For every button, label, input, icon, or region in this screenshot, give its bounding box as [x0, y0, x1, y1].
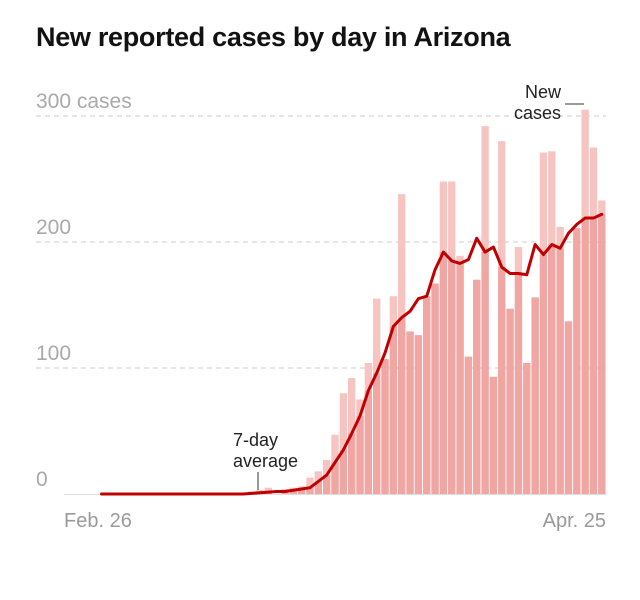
average-bar: [381, 359, 389, 494]
average-bar: [498, 267, 506, 494]
average-bar: [514, 273, 523, 494]
average-label-line2: average: [233, 451, 298, 471]
average-bar: [289, 490, 297, 494]
average-bar: [464, 356, 473, 494]
new-cases-label-line2: cases: [514, 103, 561, 123]
x-tick-label-start: Feb. 26: [64, 510, 132, 532]
average-bar: [539, 254, 548, 494]
average-bar: [314, 481, 322, 494]
average-bar: [356, 415, 364, 494]
average-bar: [389, 326, 398, 494]
new-cases-annotation: New cases: [514, 82, 584, 123]
average-bar: [331, 462, 339, 494]
case-bar: [339, 393, 348, 494]
average-bar: [531, 297, 539, 494]
average-bar: [473, 279, 481, 494]
average-bar: [548, 244, 556, 494]
average-bar: [506, 308, 514, 494]
average-bar: [523, 362, 531, 494]
average-annotation: 7-day average: [233, 430, 298, 490]
y-tick-label-200: 200: [36, 216, 71, 239]
average-bar: [448, 260, 456, 494]
average-bar: [489, 376, 498, 494]
average-bar: [306, 487, 314, 494]
y-tick-labels: 0 100 200 300 cases: [36, 90, 132, 491]
average-bar: [364, 390, 373, 494]
average-bar: [581, 218, 589, 494]
average-line: [100, 212, 604, 496]
average-bar: [456, 263, 464, 494]
chart-title: New reported cases by day in Arizona: [36, 22, 511, 52]
average-bar: [339, 449, 348, 494]
x-tick-labels: Feb. 26 Apr. 25: [64, 510, 606, 532]
y-tick-label-100: 100: [36, 342, 71, 365]
average-bar: [564, 321, 573, 494]
new-cases-label-line1: New: [525, 82, 562, 102]
average-bar: [398, 317, 406, 494]
average-bar: [556, 248, 564, 494]
average-bar: [423, 296, 431, 494]
average-bar: [406, 331, 414, 494]
x-tick-label-end: Apr. 25: [543, 510, 606, 532]
average-label-line1: 7-day: [233, 430, 278, 450]
average-bar: [322, 475, 331, 494]
average-bar: [348, 433, 356, 494]
average-bar: [414, 335, 423, 494]
y-tick-label-0: 0: [36, 468, 48, 491]
average-bar: [439, 252, 448, 494]
average-bar: [431, 283, 439, 494]
average-bar: [598, 214, 606, 494]
average-bar: [481, 252, 489, 494]
average-bar: [589, 218, 598, 494]
case-bar: [306, 477, 314, 494]
average-bar: [373, 373, 381, 494]
y-tick-label-300: 300 cases: [36, 90, 132, 113]
gridlines: [36, 115, 606, 369]
average-bars: [247, 214, 606, 494]
average-bar: [297, 488, 306, 494]
average-bar: [573, 228, 581, 494]
